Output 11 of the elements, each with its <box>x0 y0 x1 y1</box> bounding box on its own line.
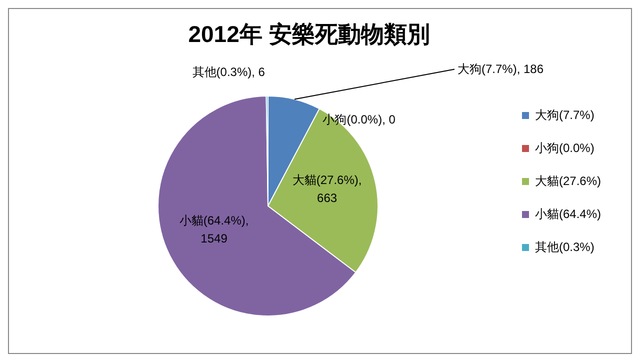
data-label: 小貓(64.4%), 1549 <box>179 213 249 246</box>
chart-title: 2012年 安樂死動物類別 <box>187 20 431 49</box>
legend-label: 其他(0.3%) <box>534 238 594 256</box>
data-label: 大狗(7.7%), 186 <box>457 62 544 76</box>
legend-label: 小狗(0.0%) <box>534 140 594 156</box>
legend-label: 小貓(64.4%) <box>534 206 601 222</box>
legend-label: 大狗(7.7%) <box>534 106 594 124</box>
data-label: 其他(0.3%), 6 <box>192 65 266 80</box>
legend-label: 大貓(27.6%) <box>534 172 601 190</box>
data-label: 大貓(27.6%), 663 <box>292 172 362 205</box>
text: 小狗(0.0%), 0 <box>322 112 396 127</box>
